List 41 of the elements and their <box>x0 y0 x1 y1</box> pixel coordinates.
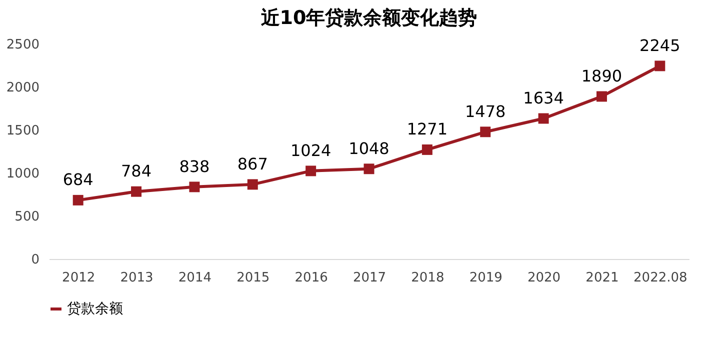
point <box>72 194 84 206</box>
x-tick-label: 2014 <box>178 270 212 286</box>
y-tick-label: 500 <box>14 210 40 224</box>
point <box>364 164 374 174</box>
y-tick-label: 1000 <box>6 166 40 182</box>
y-tick-label: 2500 <box>6 38 40 52</box>
point <box>596 91 607 102</box>
legend-label: 贷款余额 <box>67 301 123 317</box>
data-label: 1024 <box>290 140 332 160</box>
y-tick-label: 2000 <box>6 80 40 96</box>
chart-title: 近10年贷款余额变化趋势 <box>260 6 478 29</box>
point <box>422 144 432 155</box>
x-tick-label: 2022.08 <box>634 270 688 286</box>
x-tick-label: 2019 <box>469 270 502 286</box>
point <box>247 179 258 190</box>
data-label: 1634 <box>523 88 564 108</box>
y-tick-label: 1500 <box>6 124 40 138</box>
point <box>131 186 142 197</box>
x-tick-label: 2021 <box>586 270 619 286</box>
data-label: 867 <box>237 154 268 174</box>
point <box>306 166 316 176</box>
y-tick-label: 0 <box>31 252 40 268</box>
data-label: 838 <box>179 156 210 176</box>
x-tick-label: 2020 <box>528 270 561 286</box>
data-label: 2245 <box>640 36 680 55</box>
data-label: 784 <box>121 162 152 181</box>
data-label: 1048 <box>348 138 390 158</box>
data-label: 1478 <box>465 102 506 121</box>
data-label: 684 <box>62 170 94 190</box>
x-tick-label: 2018 <box>411 270 444 286</box>
point <box>654 60 666 72</box>
point <box>538 113 549 124</box>
x-tick-label: 2015 <box>236 270 270 286</box>
point <box>189 182 200 192</box>
x-tick-label: 2013 <box>120 270 154 286</box>
x-tick-label: 2016 <box>294 270 328 286</box>
point <box>480 126 491 138</box>
data-label: 1271 <box>406 120 448 139</box>
data-label: 1890 <box>581 66 622 86</box>
x-tick-label: 2012 <box>62 270 96 286</box>
x-tick-label: 2017 <box>352 270 386 286</box>
